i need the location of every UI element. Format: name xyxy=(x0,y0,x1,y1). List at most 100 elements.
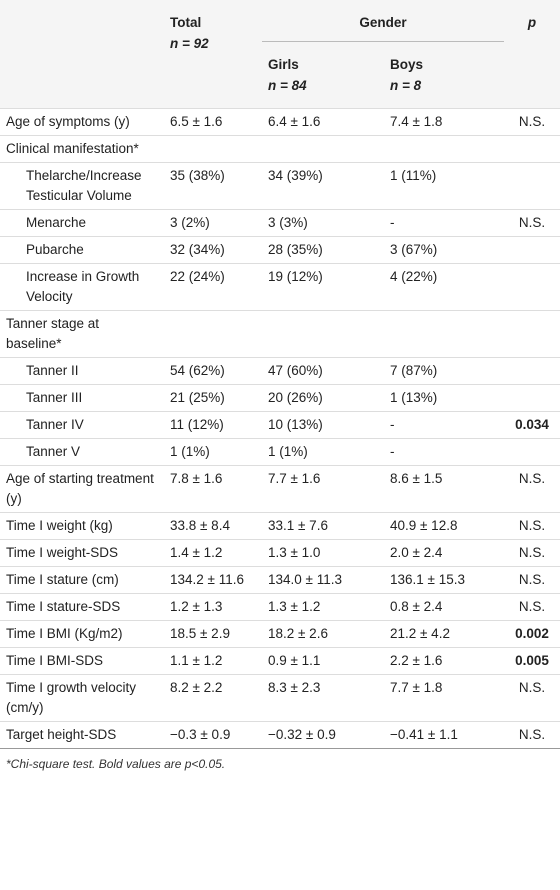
row-label: Time I stature-SDS xyxy=(0,593,164,621)
total-cell: 33.8 ± 8.4 xyxy=(164,512,262,540)
p-cell: N.S. xyxy=(504,209,560,237)
total-cell: 134.2 ± 11.6 xyxy=(164,566,262,594)
header-total-n: n = 92 xyxy=(170,36,209,51)
total-cell: 3 (2%) xyxy=(164,209,262,237)
row-label: Time I growth velocity (cm/y) xyxy=(0,674,164,722)
header-total-title: Total xyxy=(170,15,202,30)
row-label: Time I stature (cm) xyxy=(0,566,164,594)
table-body: Age of symptoms (y) 6.5 ± 1.6 6.4 ± 1.6 7.4… xyxy=(0,108,560,749)
boys-cell: −0.41 ± 1.1 xyxy=(384,721,505,749)
total-cell: 1.1 ± 1.2 xyxy=(164,647,262,675)
total-cell: 8.2 ± 2.2 xyxy=(164,674,262,722)
boys-cell: 2.2 ± 1.6 xyxy=(384,647,505,675)
row: Age of symptoms (y) 6.5 ± 1.6 6.4 ± 1.6 7.4… xyxy=(0,108,560,136)
row: Time I stature-SDS 1.2 ± 1.3 1.3 ± 1.2 0.8 … xyxy=(0,593,560,621)
p-cell: N.S. xyxy=(504,674,560,722)
boys-cell: 3 (67%) xyxy=(384,236,505,264)
total-cell: 18.5 ± 2.9 xyxy=(164,620,262,648)
total-cell: 1 (1%) xyxy=(164,438,262,466)
header-boys-title: Boys xyxy=(390,57,424,72)
girls-cell: 1.3 ± 1.2 xyxy=(262,593,384,621)
row-label: Time I BMI-SDS xyxy=(0,647,164,675)
row-label: Time I weight (kg) xyxy=(0,512,164,540)
header-girls-title: Girls xyxy=(268,57,299,72)
total-cell: 11 (12%) xyxy=(164,411,262,439)
girls-cell: 7.7 ± 1.6 xyxy=(262,465,384,513)
p-cell: N.S. xyxy=(504,108,560,136)
sub-row: Increase in Growth Velocity 22 (24%) 19 (1… xyxy=(0,263,560,311)
row: Time I weight (kg) 33.8 ± 8.4 33.1 ± 7.6 40… xyxy=(0,512,560,540)
row-label: Increase in Growth Velocity xyxy=(0,263,164,311)
row-label: Tanner IV xyxy=(0,411,164,439)
p-cell: N.S. xyxy=(504,512,560,540)
row: Target height-SDS −0.3 ± 0.9 −0.32 ± 0.9 −0… xyxy=(0,721,560,749)
footnote: *Chi-square test. Bold values are p<0.05… xyxy=(6,757,226,771)
header-boys: Boys n = 8 xyxy=(384,41,505,109)
total-cell: 1.4 ± 1.2 xyxy=(164,539,262,567)
row: Time I BMI (Kg/m2) 18.5 ± 2.9 18.2 ± 2.6 21… xyxy=(0,620,560,648)
boys-cell: 21.2 ± 4.2 xyxy=(384,620,505,648)
header-blank xyxy=(0,0,164,109)
girls-cell: 10 (13%) xyxy=(262,411,384,439)
boys-cell: 7 (87%) xyxy=(384,357,505,385)
row: Time I growth velocity (cm/y) 8.2 ± 2.2 8.… xyxy=(0,674,560,722)
boys-cell: 136.1 ± 15.3 xyxy=(384,566,505,594)
girls-cell: 33.1 ± 7.6 xyxy=(262,512,384,540)
page: Total n = 92 Gender p Girls n = 84 Boys n =… xyxy=(0,0,560,771)
girls-cell: 134.0 ± 11.3 xyxy=(262,566,384,594)
total-cell: 35 (38%) xyxy=(164,162,262,210)
girls-cell: 19 (12%) xyxy=(262,263,384,311)
p-cell xyxy=(504,263,560,311)
empty-cell xyxy=(164,135,560,163)
sub-row: Tanner III 21 (25%) 20 (26%) 1 (13%) xyxy=(0,384,560,412)
girls-cell: 28 (35%) xyxy=(262,236,384,264)
row-label: Thelarche/Increase Testicular Volume xyxy=(0,162,164,210)
row-label: Age of starting treatment (y) xyxy=(0,465,164,513)
header-girls-n: n = 84 xyxy=(268,78,307,93)
sub-row: Menarche 3 (2%) 3 (3%) - N.S. xyxy=(0,209,560,237)
row-label: Time I BMI (Kg/m2) xyxy=(0,620,164,648)
sub-row: Tanner II 54 (62%) 47 (60%) 7 (87%) xyxy=(0,357,560,385)
boys-cell: - xyxy=(384,438,505,466)
row-label: Tanner III xyxy=(0,384,164,412)
row-label: Pubarche xyxy=(0,236,164,264)
row: Tanner stage at baseline* xyxy=(0,310,560,358)
p-cell xyxy=(504,357,560,385)
boys-cell: 2.0 ± 2.4 xyxy=(384,539,505,567)
sub-row: Thelarche/Increase Testicular Volume 35 (… xyxy=(0,162,560,210)
p-cell xyxy=(504,162,560,210)
total-cell: 32 (34%) xyxy=(164,236,262,264)
p-cell: N.S. xyxy=(504,465,560,513)
total-cell: 7.8 ± 1.6 xyxy=(164,465,262,513)
header-total: Total n = 92 xyxy=(164,0,262,109)
row-label: Tanner stage at baseline* xyxy=(0,310,164,358)
boys-cell: 8.6 ± 1.5 xyxy=(384,465,505,513)
boys-cell: 40.9 ± 12.8 xyxy=(384,512,505,540)
header-boys-n: n = 8 xyxy=(390,78,422,93)
boys-cell: 7.7 ± 1.8 xyxy=(384,674,505,722)
row-label: Tanner V xyxy=(0,438,164,466)
girls-cell: 0.9 ± 1.1 xyxy=(262,647,384,675)
total-cell: 54 (62%) xyxy=(164,357,262,385)
header-gender: Gender xyxy=(262,0,505,42)
row: Clinical manifestation* xyxy=(0,135,560,163)
row-label: Menarche xyxy=(0,209,164,237)
row-label: Age of symptoms (y) xyxy=(0,108,164,136)
row: Time I weight-SDS 1.4 ± 1.2 1.3 ± 1.0 2.0 ±… xyxy=(0,539,560,567)
header-girls: Girls n = 84 xyxy=(262,41,384,109)
row-label: Tanner II xyxy=(0,357,164,385)
table-header: Total n = 92 Gender p Girls n = 84 Boys n =… xyxy=(0,0,560,109)
girls-cell: 6.4 ± 1.6 xyxy=(262,108,384,136)
total-cell: −0.3 ± 0.9 xyxy=(164,721,262,749)
p-cell xyxy=(504,438,560,466)
boys-cell: - xyxy=(384,411,505,439)
p-cell: 0.005 xyxy=(504,647,560,675)
p-cell xyxy=(504,236,560,264)
boys-cell: 4 (22%) xyxy=(384,263,505,311)
boys-cell: 1 (13%) xyxy=(384,384,505,412)
boys-cell: 1 (11%) xyxy=(384,162,505,210)
p-cell: 0.002 xyxy=(504,620,560,648)
row: Time I BMI-SDS 1.1 ± 1.2 0.9 ± 1.1 2.2 ± 1.… xyxy=(0,647,560,675)
row: Age of starting treatment (y) 7.8 ± 1.6 7.… xyxy=(0,465,560,513)
